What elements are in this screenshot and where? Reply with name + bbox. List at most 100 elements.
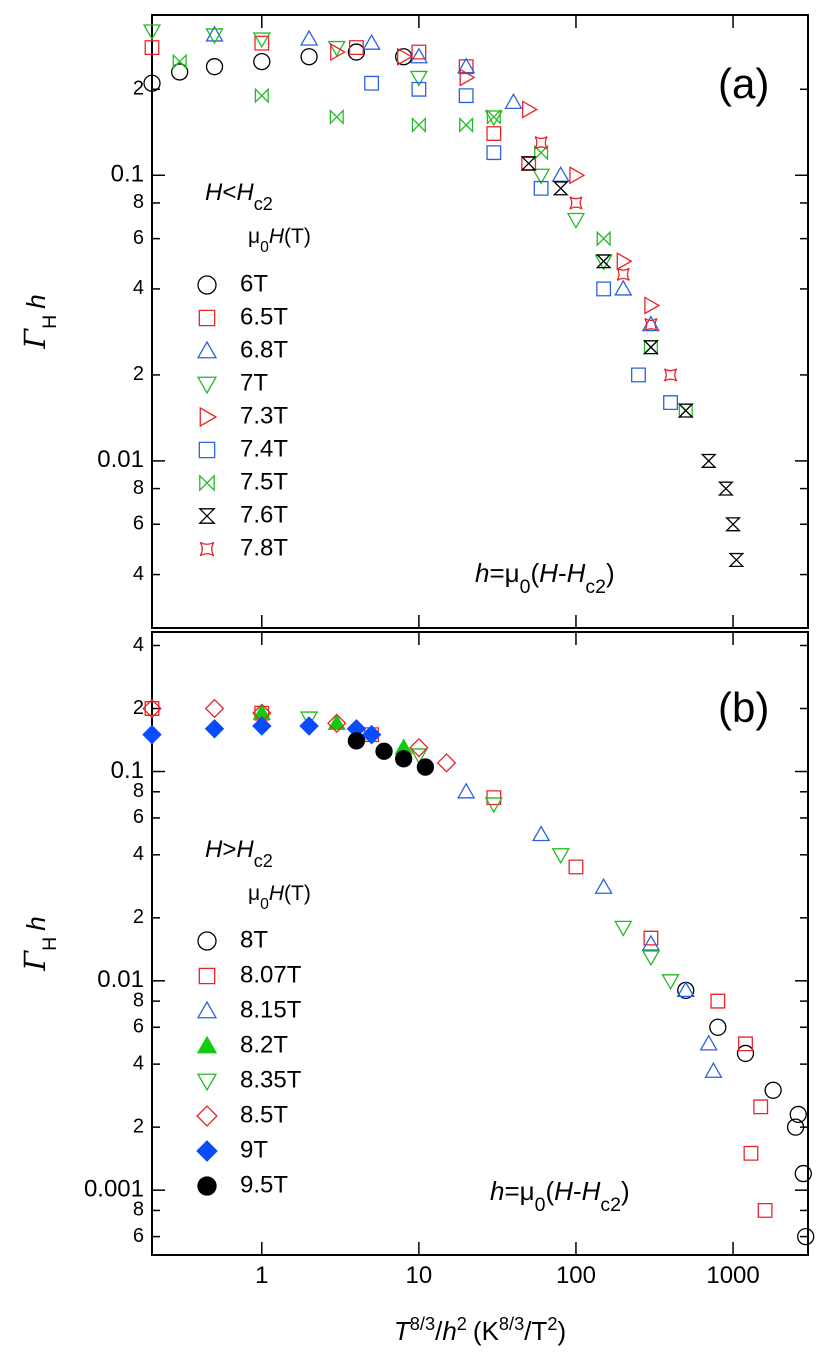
data-point xyxy=(616,252,633,271)
x-axis-label: T8/3/h2 (K8/3/T2) xyxy=(394,1314,566,1346)
x-axis-label-part: / xyxy=(435,1316,443,1346)
data-point xyxy=(676,981,695,998)
data-point xyxy=(551,165,570,182)
data-point xyxy=(411,81,427,97)
legend-label: 6.8T xyxy=(240,336,288,363)
legend-title: H<Hc2 xyxy=(205,179,273,214)
data-point xyxy=(641,950,661,967)
legend-title-part: H xyxy=(205,179,223,206)
x-tick-label: 10 xyxy=(406,1262,433,1289)
data-point xyxy=(253,53,271,71)
data-point xyxy=(409,70,429,87)
annotation-part: ( xyxy=(531,558,540,588)
y-tick-label: 0.01 xyxy=(97,446,144,473)
legend-marker xyxy=(198,441,216,459)
data-point xyxy=(522,100,538,119)
data-point xyxy=(299,711,319,728)
legend-label: 7.4T xyxy=(240,435,288,462)
annotation-part: c2 xyxy=(585,576,606,598)
data-point xyxy=(551,848,570,865)
data-point xyxy=(458,88,474,104)
data-point xyxy=(661,974,680,991)
legend-label: 7T xyxy=(240,369,268,396)
y-tick-label: 6 xyxy=(133,227,144,249)
y-axis-label-part: Γ xyxy=(18,950,52,972)
data-point xyxy=(534,144,549,161)
y-tick-label: 0.1 xyxy=(111,161,144,188)
x-axis-label-part: 2 xyxy=(547,1314,557,1334)
x-axis-label-part: 8/3 xyxy=(499,1314,524,1334)
data-point xyxy=(794,1165,812,1183)
annotation-part: H xyxy=(554,1176,573,1206)
y-tick-label: 2 xyxy=(133,78,144,100)
data-point xyxy=(552,181,569,196)
data-point xyxy=(704,1061,723,1078)
data-point xyxy=(364,75,380,91)
data-point xyxy=(252,716,272,736)
data-point xyxy=(728,552,745,568)
legend-marker xyxy=(199,406,218,428)
data-point xyxy=(411,117,426,133)
legend-subtitle-part: 0 xyxy=(260,896,269,913)
data-point xyxy=(411,44,427,60)
data-point xyxy=(330,42,347,62)
data-point xyxy=(348,40,364,55)
legend-marker xyxy=(196,340,218,359)
y-tick-label: 2 xyxy=(133,697,144,719)
data-point xyxy=(786,1118,805,1136)
data-point xyxy=(205,25,224,42)
data-point xyxy=(409,737,429,758)
data-point xyxy=(710,993,726,1009)
data-point xyxy=(797,1228,815,1246)
annotation-part: H xyxy=(539,558,558,588)
legend-subtitle-part: H xyxy=(269,882,285,905)
legend-marker xyxy=(198,967,216,985)
legend-marker xyxy=(197,275,217,295)
legend-subtitle-part: μ xyxy=(248,882,260,905)
legend-label: 7.6T xyxy=(240,501,288,528)
panel-label: (b) xyxy=(718,684,769,731)
annotation-part: ) xyxy=(621,1176,630,1206)
annotation-part: h xyxy=(490,1176,504,1206)
data-point xyxy=(736,1044,755,1062)
annotation-part: =μ xyxy=(489,558,519,588)
x-axis-label-part: (K xyxy=(473,1316,500,1346)
legend-label: 7.8T xyxy=(240,534,288,561)
data-point xyxy=(254,35,270,51)
y-tick-label: 8 xyxy=(133,477,144,499)
legend-label: 8T xyxy=(240,926,268,953)
legend-title-part: H xyxy=(205,836,223,863)
data-point xyxy=(743,1145,759,1161)
data-point xyxy=(142,698,162,719)
legend-subtitle: μ0H(T) xyxy=(248,882,311,913)
data-point xyxy=(254,87,269,104)
legend-title-part: < xyxy=(222,179,236,206)
data-point xyxy=(205,58,224,76)
data-point xyxy=(204,719,225,739)
y-tick-label: 6 xyxy=(133,1225,144,1247)
data-point xyxy=(252,32,271,49)
data-point xyxy=(327,713,346,730)
legend-marker xyxy=(197,931,217,951)
annotation-part: H xyxy=(582,1176,601,1206)
data-point xyxy=(416,758,435,776)
x-tick-label: 1000 xyxy=(706,1262,759,1289)
data-point xyxy=(663,368,678,382)
legend-marker xyxy=(196,1000,218,1019)
data-point xyxy=(395,750,413,768)
legend-subtitle-part: H xyxy=(269,225,285,248)
legend-subtitle-part: 0 xyxy=(260,239,269,256)
data-point xyxy=(531,825,551,842)
legend-subtitle-part: μ xyxy=(248,225,260,248)
data-point xyxy=(738,1036,753,1052)
data-point xyxy=(677,403,694,418)
data-point xyxy=(631,367,646,383)
data-point xyxy=(409,47,429,64)
x-axis-label-part: /T xyxy=(524,1316,547,1346)
y-tick-label: 8 xyxy=(133,1199,144,1221)
y-axis-label: ΓHh xyxy=(18,294,61,349)
y-tick-label: 4 xyxy=(133,634,144,656)
data-point xyxy=(204,698,225,719)
data-point xyxy=(641,934,661,951)
data-point xyxy=(700,453,717,468)
